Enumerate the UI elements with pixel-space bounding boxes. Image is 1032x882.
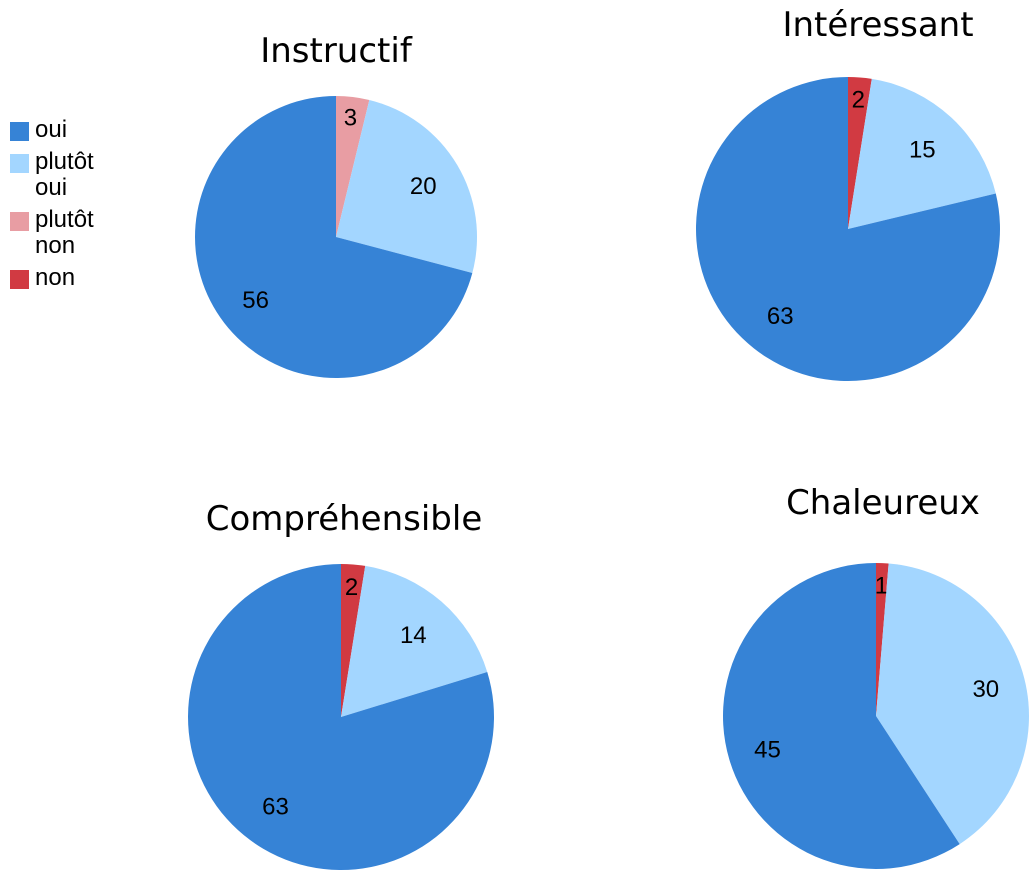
pie-slice-plutot-oui bbox=[341, 565, 488, 717]
chart-title: Chaleureux bbox=[786, 483, 980, 523]
pie-slice-non bbox=[341, 564, 366, 717]
pie-slices: 1 30 45 bbox=[723, 563, 1030, 870]
chart-legend: oui plutôt oui plutôt non non bbox=[10, 117, 150, 297]
slice-value-label: 15 bbox=[909, 137, 936, 164]
slice-value-label: 14 bbox=[400, 622, 427, 649]
legend-swatch bbox=[10, 212, 29, 231]
legend-label: plutôt non bbox=[35, 206, 94, 259]
legend-item-non: non bbox=[10, 265, 150, 291]
pie-slices: 2 14 63 bbox=[188, 564, 495, 871]
slice-value-label: 56 bbox=[242, 287, 269, 314]
chart-title: Compréhensible bbox=[206, 499, 483, 539]
chart-title: Intéressant bbox=[782, 5, 973, 45]
slice-value-label: 45 bbox=[754, 736, 781, 763]
legend-label: plutôt oui bbox=[35, 148, 94, 201]
slice-value-label: 63 bbox=[262, 794, 289, 821]
slice-value-label: 63 bbox=[767, 303, 794, 330]
pie-slice-non bbox=[876, 563, 889, 716]
pie-chart-chaleureux: Chaleureux 1 30 45 bbox=[723, 483, 1030, 870]
pie-slices: 3 20 56 bbox=[195, 96, 478, 379]
legend-item-plutot-oui: plutôt oui bbox=[10, 149, 150, 201]
slice-value-label: 1 bbox=[875, 573, 888, 600]
pie-slice-plutot-oui bbox=[876, 563, 1030, 845]
legend-swatch bbox=[10, 122, 29, 141]
slice-value-label: 3 bbox=[344, 105, 357, 132]
pie-slice-non bbox=[848, 77, 872, 229]
slice-value-label: 2 bbox=[852, 87, 865, 114]
legend-label: oui bbox=[35, 116, 68, 143]
legend-swatch bbox=[10, 154, 29, 173]
pie-slice-oui bbox=[695, 77, 1000, 381]
slice-value-label: 20 bbox=[410, 173, 437, 200]
pie-slice-oui bbox=[723, 563, 960, 870]
slice-value-label: 30 bbox=[972, 676, 999, 703]
pie-slice-plutot-oui bbox=[848, 78, 996, 230]
pie-slices: 2 15 63 bbox=[695, 77, 1000, 381]
pie-chart-instructif: Instructif 3 20 56 bbox=[195, 31, 478, 379]
legend-item-oui: oui bbox=[10, 117, 150, 143]
slice-value-label: 2 bbox=[345, 574, 358, 601]
chart-title: Instructif bbox=[260, 31, 413, 71]
pie-chart-comprehensible: Compréhensible 2 14 63 bbox=[188, 499, 495, 871]
legend-label: non bbox=[35, 264, 76, 291]
pie-chart-interessant: Intéressant 2 15 63 bbox=[695, 5, 1000, 381]
legend-item-plutot-non: plutôt non bbox=[10, 207, 150, 259]
pie-slice-oui bbox=[195, 96, 473, 379]
pie-slice-plutot-oui bbox=[336, 99, 478, 274]
legend-swatch bbox=[10, 270, 29, 289]
pie-slice-plutot-non bbox=[336, 96, 370, 237]
pie-slice-oui bbox=[188, 564, 495, 871]
